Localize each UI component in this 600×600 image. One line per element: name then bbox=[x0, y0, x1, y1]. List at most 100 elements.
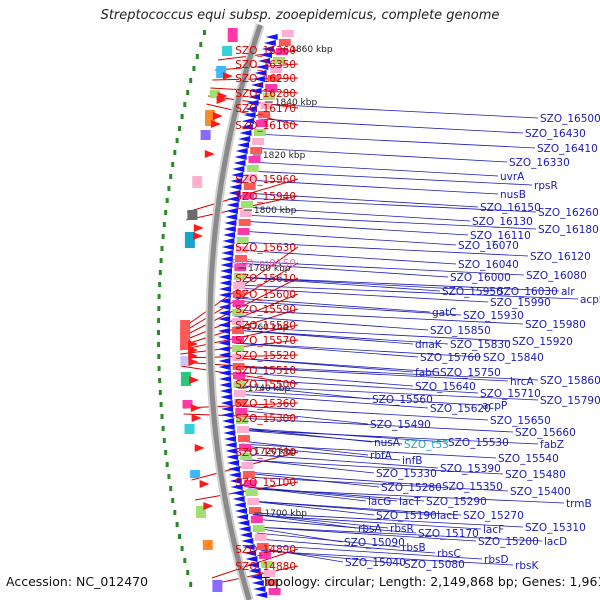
feature-block bbox=[222, 46, 233, 56]
reverse-gene-arrow bbox=[248, 568, 261, 574]
reverse-gene-arrow bbox=[228, 190, 241, 196]
right-gene-label: uvrA bbox=[500, 171, 525, 183]
gc-dot bbox=[159, 402, 163, 407]
feature-block bbox=[254, 534, 267, 541]
gc-dot bbox=[178, 534, 181, 539]
feature-block bbox=[281, 30, 294, 37]
right-leader-line bbox=[237, 249, 457, 265]
feature-block bbox=[278, 39, 291, 46]
right-gene-label: SZO_15980 bbox=[525, 319, 586, 331]
reverse-gene-arrow bbox=[218, 340, 231, 346]
feature-block bbox=[254, 129, 266, 136]
gc-dot bbox=[192, 66, 196, 71]
forward-gene-arrow bbox=[222, 72, 233, 80]
reverse-gene-arrow bbox=[221, 412, 234, 418]
left-gene-label: SZO_16290 bbox=[235, 73, 296, 85]
right-leader-line bbox=[244, 192, 479, 208]
feature-block bbox=[248, 156, 261, 163]
right-gene-label: SZO_16030 bbox=[497, 286, 558, 298]
reverse-gene-arrow bbox=[260, 52, 272, 58]
right-gene-label: SZO_16430 bbox=[525, 128, 586, 140]
right-gene-label: rbsR bbox=[390, 523, 414, 535]
feature-block bbox=[262, 93, 275, 100]
reverse-gene-arrow bbox=[227, 466, 240, 472]
right-gene-label: SZO_16130 bbox=[472, 216, 533, 228]
left-gene-label: SZO_15580 bbox=[235, 320, 296, 332]
feature-block bbox=[266, 579, 278, 586]
genome-backbone bbox=[205, 23, 265, 600]
reverse-gene-arrow bbox=[227, 460, 239, 466]
right-leader-line bbox=[247, 488, 565, 504]
right-gene-label: fabZ bbox=[540, 439, 564, 451]
gc-dot bbox=[189, 78, 193, 83]
reverse-gene-arrow bbox=[220, 400, 233, 406]
feature-block bbox=[238, 435, 250, 442]
right-leader-line bbox=[234, 365, 539, 381]
right-gene-label: SZO_15290 bbox=[426, 496, 487, 508]
right-leader-line bbox=[240, 443, 497, 459]
feature-block bbox=[243, 183, 256, 190]
reverse-gene-arrow bbox=[231, 490, 244, 496]
gc-dot bbox=[189, 582, 193, 587]
reverse-gene-arrow bbox=[241, 538, 254, 544]
right-gene-label: infB bbox=[402, 455, 422, 467]
reverse-gene-arrow bbox=[242, 544, 255, 550]
reverse-gene-arrow bbox=[238, 136, 251, 142]
right-gene-label: SZO_15490 bbox=[370, 419, 431, 431]
feature-block bbox=[200, 130, 211, 140]
right-gene-label: SZO_15190 bbox=[376, 510, 437, 522]
reverse-gene-arrow bbox=[251, 82, 264, 88]
reverse-gene-arrow bbox=[255, 592, 268, 598]
right-leader-line bbox=[252, 514, 482, 530]
gc-dot bbox=[178, 126, 181, 131]
right-gene-label: nusB bbox=[500, 189, 526, 201]
gc-dot bbox=[165, 198, 169, 203]
right-gene-label: SZO_16110 bbox=[470, 230, 531, 242]
right-leader-line bbox=[235, 385, 539, 401]
tick-label: 1840 kbp bbox=[275, 98, 318, 108]
reverse-gene-arrow bbox=[233, 502, 246, 508]
feature-block bbox=[232, 327, 244, 334]
reverse-gene-arrow bbox=[220, 268, 232, 274]
gc-dot bbox=[161, 426, 165, 431]
left-gene-label: SZO_15520 bbox=[235, 350, 296, 362]
reverse-gene-arrow bbox=[250, 574, 263, 580]
left-gene-label: SZO_15630 bbox=[235, 242, 296, 254]
reverse-gene-arrow bbox=[219, 388, 232, 394]
feature-block bbox=[247, 498, 260, 505]
right-leader-line bbox=[235, 284, 579, 300]
right-gene-label: SZO_16260 bbox=[538, 207, 599, 219]
reverse-gene-arrow bbox=[224, 436, 236, 442]
right-gene-label: SZO_15650 bbox=[490, 415, 551, 427]
right-gene-label: SZO_15840 bbox=[483, 352, 544, 364]
feature-block bbox=[241, 201, 253, 208]
right-gene-label: SZO_15350 bbox=[442, 481, 503, 493]
feature-block bbox=[261, 561, 274, 568]
gc-dot bbox=[186, 570, 190, 575]
gc-dot bbox=[173, 510, 177, 515]
right-gene-label: SZO_16000 bbox=[450, 272, 511, 284]
forward-gene-arrow bbox=[204, 150, 215, 158]
topology-info-text: Topology: circular; Length: 2,149,868 bp… bbox=[262, 574, 600, 589]
right-leader-line bbox=[249, 161, 499, 177]
feature-block bbox=[205, 110, 215, 126]
reverse-gene-arrow bbox=[263, 40, 276, 46]
reverse-gene-arrow bbox=[244, 550, 257, 556]
reverse-gene-arrow bbox=[226, 202, 239, 208]
feature-block bbox=[232, 300, 245, 307]
gc-dot bbox=[157, 318, 161, 323]
feature-block bbox=[275, 48, 288, 55]
feature-block bbox=[180, 356, 191, 366]
right-gene-label: SZO_15310 bbox=[525, 522, 586, 534]
reverse-gene-arrow bbox=[246, 100, 259, 106]
reverse-gene-arrow bbox=[223, 226, 236, 232]
right-leader-line bbox=[234, 371, 414, 387]
forward-gene-arrow bbox=[193, 224, 204, 232]
right-leader-line bbox=[233, 329, 449, 345]
right-leader-line bbox=[245, 472, 380, 488]
tick-label: 1720 kbp bbox=[254, 447, 297, 457]
gc-dot bbox=[164, 450, 168, 455]
feature-block bbox=[245, 174, 258, 181]
right-gene-label: SZO_15090 bbox=[344, 537, 405, 549]
forward-gene-arrow bbox=[199, 480, 210, 488]
